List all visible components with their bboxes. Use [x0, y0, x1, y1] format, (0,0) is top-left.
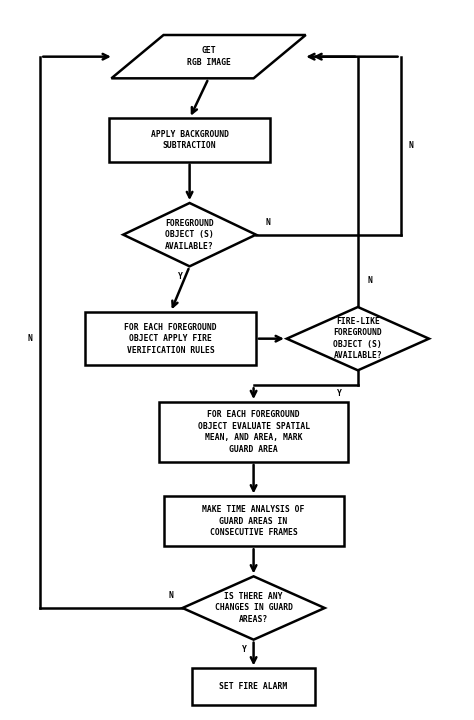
- Text: APPLY BACKGROUND
SUBTRACTION: APPLY BACKGROUND SUBTRACTION: [151, 130, 228, 150]
- Text: FIRE-LIKE
FOREGROUND
OBJECT (S)
AVAILABLE?: FIRE-LIKE FOREGROUND OBJECT (S) AVAILABL…: [334, 317, 382, 360]
- Polygon shape: [182, 576, 325, 639]
- Polygon shape: [123, 203, 256, 266]
- Text: SET FIRE ALARM: SET FIRE ALARM: [219, 682, 288, 691]
- Text: N: N: [168, 592, 173, 600]
- Text: N: N: [409, 141, 413, 150]
- Text: GET
RGB IMAGE: GET RGB IMAGE: [187, 47, 230, 67]
- Text: FOREGROUND
OBJECT (S)
AVAILABLE?: FOREGROUND OBJECT (S) AVAILABLE?: [165, 219, 214, 251]
- Text: Y: Y: [242, 645, 246, 654]
- Text: Y: Y: [337, 389, 341, 398]
- Text: FOR EACH FOREGROUND
OBJECT EVALUATE SPATIAL
MEAN, AND AREA, MARK
GUARD AREA: FOR EACH FOREGROUND OBJECT EVALUATE SPAT…: [198, 410, 310, 454]
- Text: FOR EACH FOREGROUND
OBJECT APPLY FIRE
VERIFICATION RULES: FOR EACH FOREGROUND OBJECT APPLY FIRE VE…: [124, 323, 217, 355]
- Text: N: N: [27, 334, 32, 343]
- Text: MAKE TIME ANALYSIS OF
GUARD AREAS IN
CONSECUTIVE FRAMES: MAKE TIME ANALYSIS OF GUARD AREAS IN CON…: [202, 505, 305, 537]
- Bar: [192, 668, 315, 705]
- Polygon shape: [287, 307, 429, 370]
- Polygon shape: [111, 35, 306, 78]
- Text: Y: Y: [178, 272, 182, 281]
- Bar: [85, 312, 256, 365]
- Text: N: N: [367, 276, 372, 285]
- Text: N: N: [265, 218, 270, 228]
- Bar: [164, 496, 344, 546]
- Bar: [109, 118, 270, 162]
- Bar: [159, 402, 348, 462]
- Text: IS THERE ANY
CHANGES IN GUARD
AREAS?: IS THERE ANY CHANGES IN GUARD AREAS?: [215, 592, 292, 624]
